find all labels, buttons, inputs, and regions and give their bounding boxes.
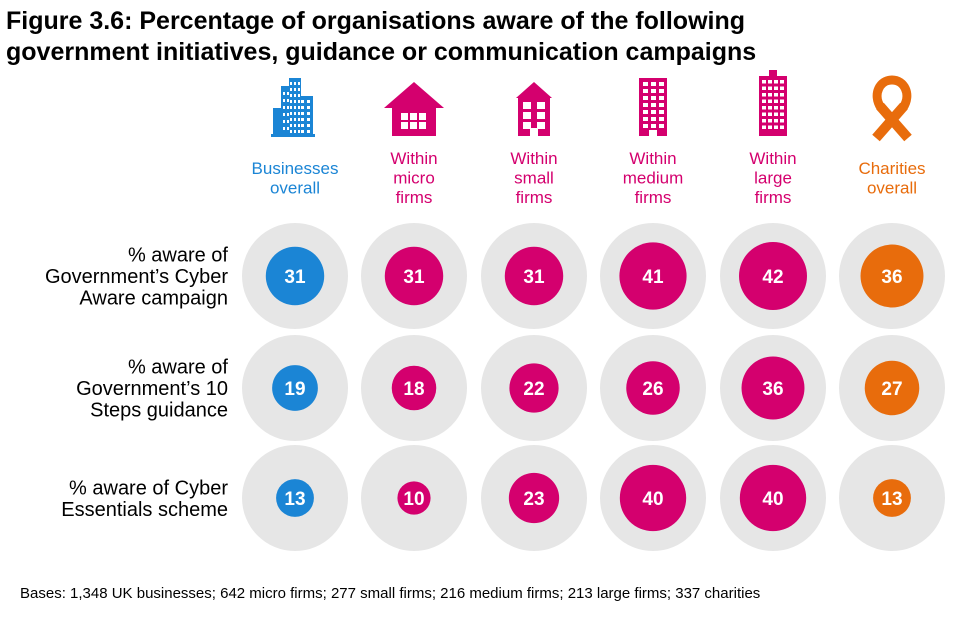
- row-label-2-line-1: Essentials scheme: [61, 499, 228, 521]
- value-bubble-r1-c2: [509, 363, 559, 413]
- value-label-r0-c5: 36: [881, 267, 902, 288]
- column-label-1-line-0: Within: [390, 149, 437, 168]
- row-label-1-line-0: % aware of: [128, 357, 228, 379]
- value-label-r1-c2: 22: [523, 379, 544, 400]
- value-label-r2-c2: 23: [523, 489, 544, 510]
- column-label-3-line-1: medium: [623, 169, 683, 188]
- row-label-1-line-2: Steps guidance: [90, 400, 228, 422]
- column-label-4-line-1: large: [754, 169, 792, 188]
- column-label-2-line-1: small: [514, 169, 554, 188]
- row-label-1-line-1: Government’s 10: [76, 378, 228, 400]
- value-label-r2-c5: 13: [881, 489, 902, 510]
- value-bubble-r1-c3: [626, 361, 680, 415]
- value-bubble-r2-c0: [276, 479, 314, 517]
- bases-note: Bases: 1,348 UK businesses; 642 micro fi…: [20, 585, 761, 602]
- value-bubble-r2-c5: [873, 479, 911, 517]
- column-label-4-line-0: Within: [749, 149, 796, 168]
- column-label-5-line-0: Charities: [858, 159, 925, 178]
- column-label-4-line-2: firms: [755, 188, 792, 207]
- office-buildings-icon: [271, 78, 315, 137]
- row-label-0-line-0: % aware of: [128, 245, 228, 267]
- chart-title: Figure 3.6: Percentage of organisations …: [6, 6, 956, 68]
- row-label-0-line-1: Government’s Cyber: [45, 266, 228, 288]
- value-bubble-r0-c5: [860, 244, 924, 308]
- bubble-chart: BusinessesoverallWithinmicrofirmsWithins…: [45, 70, 945, 551]
- column-label-0-line-0: Businesses: [252, 159, 339, 178]
- value-label-r2-c3: 40: [642, 489, 663, 510]
- value-label-r0-c2: 31: [523, 267, 545, 288]
- chart-title-line-1: Figure 3.6: Percentage of organisations …: [6, 7, 746, 35]
- small-building-icon: [516, 82, 552, 136]
- large-building-icon: [759, 70, 787, 136]
- value-bubble-r0-c2: [504, 246, 564, 306]
- value-label-r1-c1: 18: [403, 379, 424, 400]
- value-bubble-r2-c4: [739, 464, 807, 532]
- medium-building-icon: [639, 78, 667, 136]
- column-label-1-line-1: micro: [393, 169, 435, 188]
- value-label-r1-c4: 36: [762, 379, 783, 400]
- value-bubble-r1-c5: [864, 360, 920, 416]
- value-bubble-r0-c1: [384, 246, 444, 306]
- value-bubble-r2-c3: [619, 464, 687, 532]
- column-label-2-line-2: firms: [516, 188, 553, 207]
- value-label-r2-c4: 40: [762, 489, 783, 510]
- value-bubble-r0-c3: [619, 242, 687, 310]
- value-label-r1-c5: 27: [881, 379, 902, 400]
- value-bubble-r1-c1: [391, 365, 437, 411]
- value-label-r2-c0: 13: [284, 489, 305, 510]
- column-label-1-line-2: firms: [396, 188, 433, 207]
- value-bubble-r2-c1: [397, 481, 431, 515]
- value-label-r0-c1: 31: [403, 267, 425, 288]
- value-bubble-r1-c0: [272, 365, 318, 411]
- column-label-3-line-2: firms: [635, 188, 672, 207]
- column-label-5-line-1: overall: [867, 178, 917, 197]
- value-label-r1-c0: 19: [284, 379, 305, 400]
- value-label-r0-c3: 41: [642, 267, 664, 288]
- value-label-r0-c0: 31: [284, 267, 306, 288]
- house-icon: [384, 82, 444, 136]
- chart-title-line-2: government initiatives, guidance or comm…: [6, 38, 757, 66]
- value-bubble-r0-c4: [739, 242, 807, 310]
- value-bubble-r1-c4: [741, 356, 805, 420]
- value-label-r1-c3: 26: [642, 379, 663, 400]
- column-label-2-line-0: Within: [510, 149, 557, 168]
- column-label-3-line-0: Within: [629, 149, 676, 168]
- row-label-2-line-0: % aware of Cyber: [69, 477, 228, 499]
- column-label-0-line-1: overall: [270, 178, 320, 197]
- value-bubble-r2-c2: [508, 472, 560, 524]
- value-label-r0-c4: 42: [762, 267, 783, 288]
- value-label-r2-c1: 10: [403, 489, 424, 510]
- row-label-0-line-2: Aware campaign: [79, 288, 228, 310]
- value-bubble-r0-c0: [265, 246, 325, 306]
- ribbon-icon: [872, 75, 912, 142]
